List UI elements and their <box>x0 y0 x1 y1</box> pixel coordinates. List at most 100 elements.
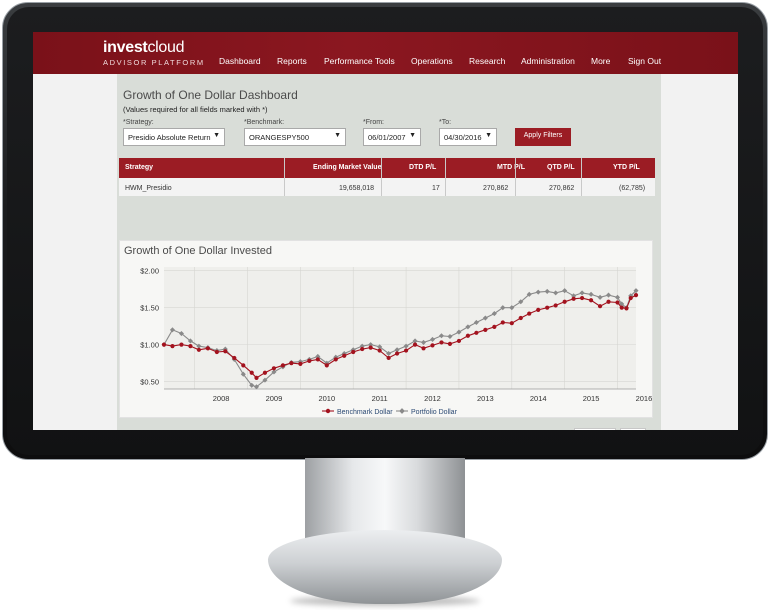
y-tick-label: $1.00 <box>140 341 159 350</box>
dropdown-arrow-icon: ▼ <box>213 132 220 139</box>
chart-legend: Benchmark Dollar Portfolio Dollar <box>322 408 458 416</box>
summary-header-mtd[interactable]: MTD P/L <box>497 164 525 171</box>
benchmark-point <box>483 327 488 332</box>
summary-table: Strategy Ending Market Value DTD P/L MTD… <box>119 158 655 196</box>
dropdown-arrow-icon: ▼ <box>409 132 416 139</box>
chart-title: Growth of One Dollar Invested <box>124 245 272 257</box>
benchmark-point <box>342 353 347 358</box>
left-gutter <box>33 74 117 430</box>
benchmark-point <box>456 338 462 344</box>
benchmark-point <box>588 298 594 303</box>
x-tick-label: 2016 <box>636 394 653 403</box>
portfolio-point <box>253 384 260 390</box>
benchmark-point <box>545 305 550 310</box>
summary-header-row: Strategy Ending Market Value DTD P/L MTD… <box>119 158 655 178</box>
brand-tagline: ADVISOR PLATFORM <box>103 58 205 67</box>
portfolio-point <box>500 305 506 311</box>
from-date-value: 06/01/2007 <box>368 133 406 142</box>
brand-name-light: cloud <box>147 39 185 56</box>
benchmark-point <box>214 349 219 355</box>
portfolio-point <box>447 333 453 340</box>
brand-name-bold: invest <box>103 39 148 56</box>
benchmark-point <box>161 342 167 347</box>
summary-header-dtd[interactable]: DTD P/L <box>409 164 437 171</box>
benchmark-point <box>315 357 320 362</box>
brand-logo[interactable]: investcloud <box>103 39 185 57</box>
to-label: *To: <box>439 119 452 126</box>
portfolio-point <box>271 369 277 375</box>
nav-sign-out[interactable]: Sign Out <box>628 56 662 66</box>
benchmark-point <box>333 357 338 362</box>
summary-header-strategy[interactable]: Strategy <box>125 164 154 171</box>
benchmark-select[interactable]: ORANGESPY500 ▼ <box>244 128 346 146</box>
y-tick-label: $2.00 <box>140 267 159 276</box>
benchmark-point <box>170 344 175 349</box>
monitor-stand-neck <box>305 458 465 540</box>
apply-filters-button[interactable]: Apply Filters <box>515 128 571 146</box>
customize-button[interactable]: Customize <box>574 428 616 430</box>
x-tick-label: 2015 <box>583 394 600 403</box>
portfolio-point <box>249 382 255 388</box>
legend-portfolio-label: Portfolio Dollar <box>411 409 458 416</box>
nav-administration[interactable]: Administration <box>521 56 575 66</box>
nav-operations[interactable]: Operations <box>411 56 453 66</box>
to-date-value: 04/30/2016 <box>444 133 482 142</box>
benchmark-point <box>474 330 479 335</box>
benchmark-point <box>403 348 409 353</box>
from-date-select[interactable]: 06/01/2007 ▼ <box>363 128 421 146</box>
portfolio-point <box>315 353 321 360</box>
nav-research[interactable]: Research <box>469 56 506 66</box>
to-date-select[interactable]: 04/30/2016 ▼ <box>439 128 497 146</box>
benchmark-value: ORANGESPY500 <box>249 133 310 142</box>
x-tick-label: 2010 <box>318 394 335 403</box>
column-divider <box>381 158 382 196</box>
benchmark-point <box>280 363 286 368</box>
portfolio-point <box>412 338 418 344</box>
chart-x-axis: 2008 2009 2010 2011 2012 2013 2014 2015 2016 <box>213 394 653 403</box>
chart-grid <box>164 267 636 390</box>
nav-more[interactable]: More <box>591 56 611 66</box>
benchmark-point <box>500 320 505 325</box>
benchmark-point <box>368 345 373 350</box>
summary-header-qtd[interactable]: QTD P/L <box>547 164 575 171</box>
strategy-label: *Strategy: <box>123 119 154 126</box>
benchmark-point <box>360 346 365 352</box>
benchmark-point <box>179 342 184 347</box>
portfolio-point <box>262 377 268 383</box>
benchmark-point <box>553 303 558 308</box>
benchmark-point <box>615 300 620 305</box>
summary-cell-qtd: 270,862 <box>549 185 575 192</box>
benchmark-point <box>527 311 532 316</box>
strategy-select[interactable]: Presidio Absolute Return ▼ <box>123 128 225 146</box>
benchmark-point <box>465 333 471 338</box>
column-divider <box>284 158 285 196</box>
y-tick-label: $0.50 <box>140 378 159 387</box>
right-gutter <box>661 74 738 430</box>
page-title: Growth of One Dollar Dashboard <box>123 88 298 102</box>
portfolio-point <box>465 324 471 330</box>
portfolio-point <box>509 305 515 311</box>
benchmark-point <box>254 375 259 381</box>
benchmark-point <box>241 363 246 368</box>
nav-dashboard[interactable]: Dashboard <box>219 56 261 66</box>
benchmark-point <box>271 366 277 371</box>
x-tick-label: 2008 <box>213 394 230 403</box>
nav-performance-tools[interactable]: Performance Tools <box>324 56 395 66</box>
excel-button[interactable]: Excel <box>620 428 646 430</box>
growth-chart-card: Growth of One Dollar Invested $0.50 $1.00… <box>119 240 653 418</box>
legend-benchmark-label: Benchmark Dollar <box>337 409 393 416</box>
benchmark-point <box>351 349 356 355</box>
summary-cell-ending-mv: 19,658,018 <box>339 185 375 192</box>
benchmark-point <box>377 348 382 353</box>
nav-reports[interactable]: Reports <box>277 56 307 66</box>
summary-header-ytd[interactable]: YTD P/L <box>613 164 640 171</box>
benchmark-point <box>298 361 303 366</box>
x-tick-label: 2012 <box>424 394 441 403</box>
column-divider <box>581 158 582 196</box>
benchmark-label: *Benchmark: <box>244 119 285 126</box>
summary-header-ending-mv[interactable]: Ending Market Value <box>313 164 382 171</box>
legend-benchmark-marker <box>325 408 331 414</box>
required-note: (Values required for all fields marked w… <box>123 105 268 114</box>
benchmark-point <box>223 349 228 354</box>
strategy-value: Presidio Absolute Return <box>128 133 211 142</box>
